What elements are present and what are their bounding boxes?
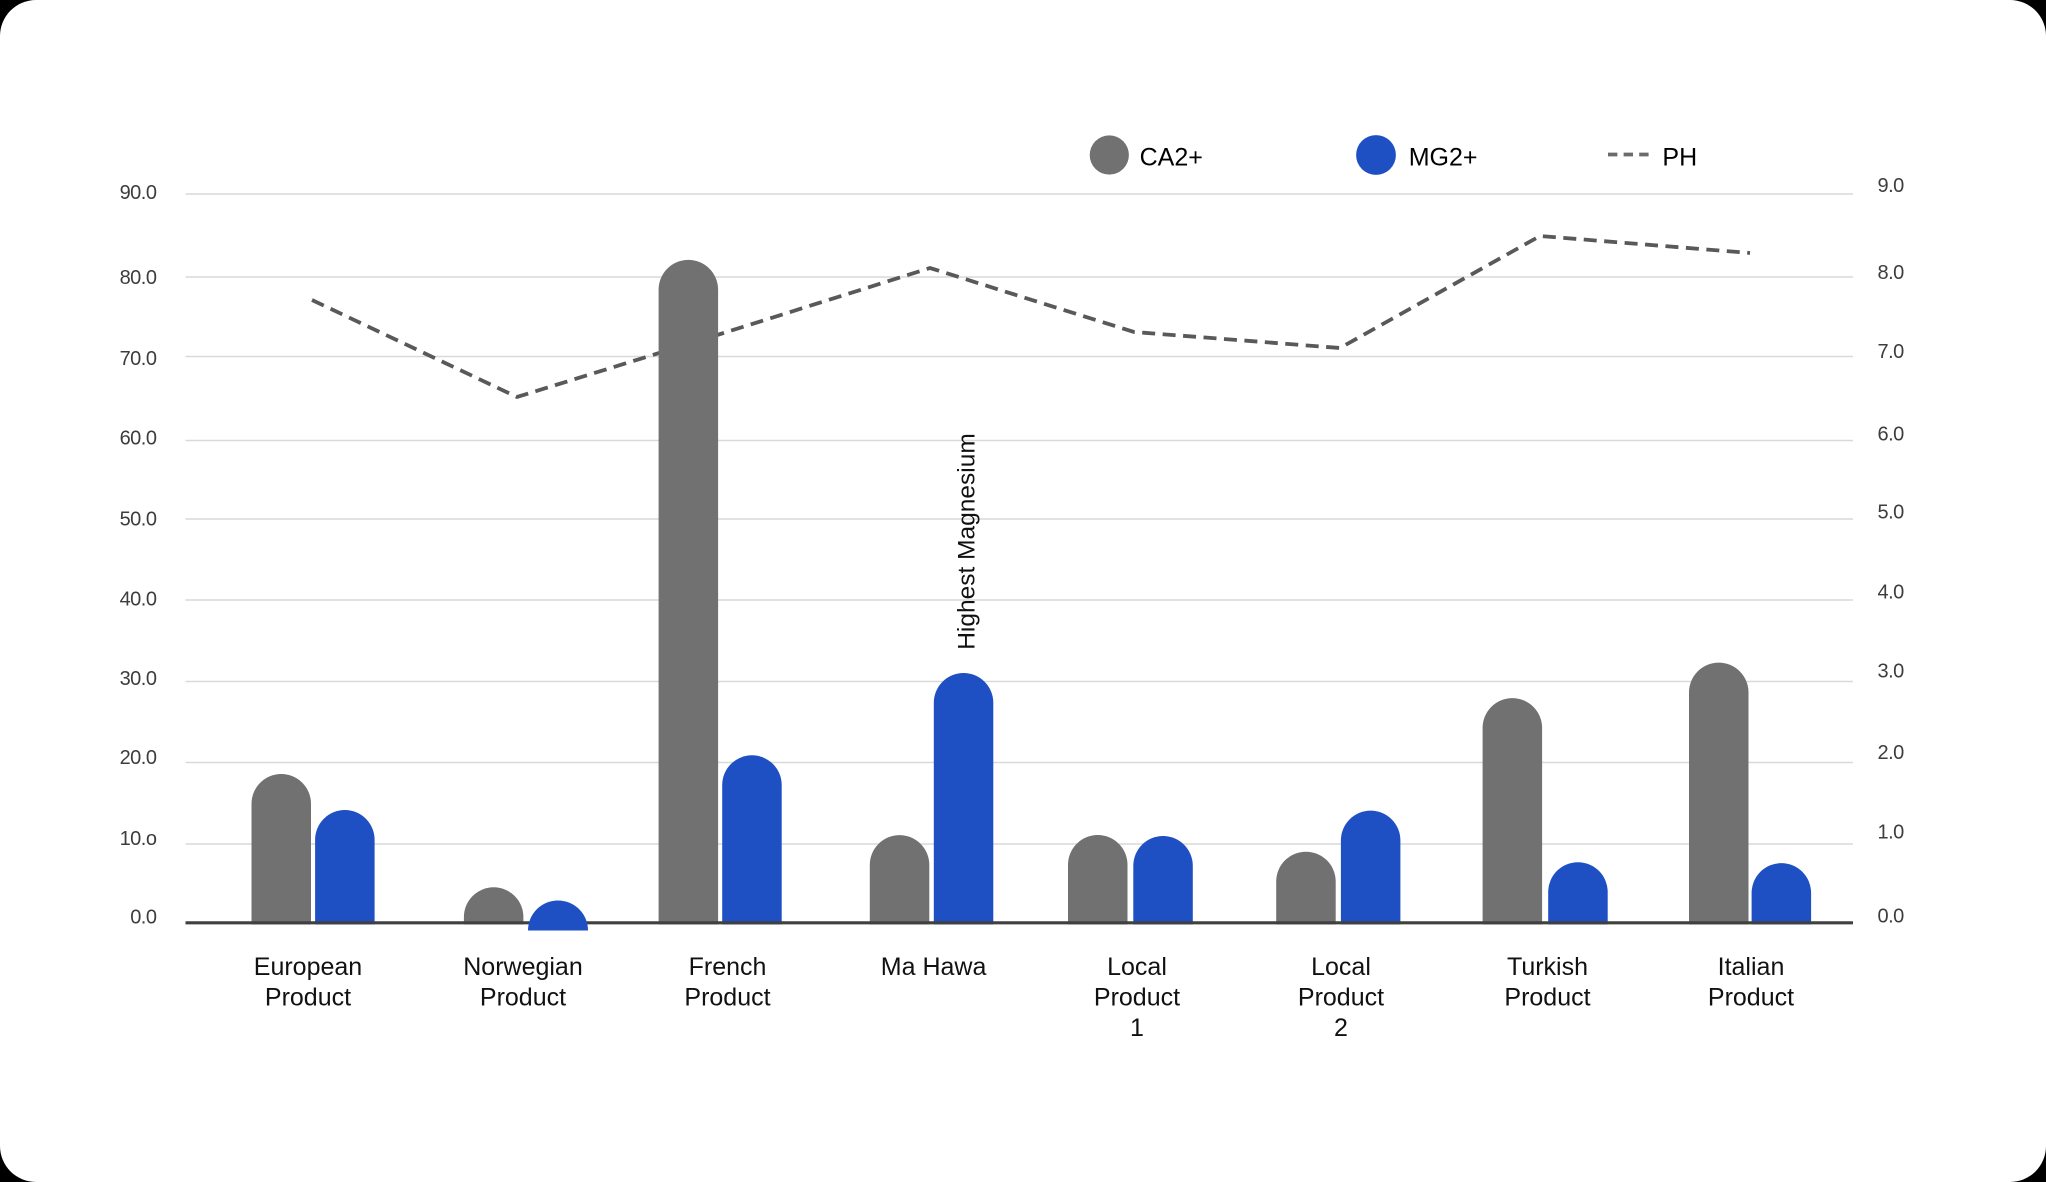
svg-text:Product: Product [1504, 984, 1590, 1012]
svg-text:CA2+: CA2+ [1140, 144, 1203, 172]
svg-text:European: European [254, 953, 362, 981]
svg-text:40.0: 40.0 [120, 588, 157, 610]
svg-text:Local: Local [1311, 953, 1371, 981]
svg-text:MG2+: MG2+ [1409, 144, 1478, 172]
svg-text:90.0: 90.0 [120, 182, 157, 204]
svg-text:Product: Product [480, 984, 566, 1012]
svg-text:Product: Product [265, 984, 351, 1012]
svg-text:0.0: 0.0 [130, 906, 157, 928]
svg-text:9.0: 9.0 [1878, 175, 1905, 197]
svg-text:8.0: 8.0 [1878, 262, 1905, 284]
svg-text:Local: Local [1107, 953, 1167, 981]
svg-text:5.0: 5.0 [1878, 502, 1905, 524]
svg-text:2.0: 2.0 [1878, 742, 1905, 764]
svg-text:Product: Product [1094, 984, 1180, 1012]
svg-text:30.0: 30.0 [120, 668, 157, 690]
svg-text:1.0: 1.0 [1878, 822, 1905, 844]
svg-text:Highest Magnesium: Highest Magnesium [954, 433, 981, 650]
svg-text:20.0: 20.0 [120, 747, 157, 769]
svg-text:80.0: 80.0 [120, 267, 157, 289]
svg-text:10.o: 10.o [120, 828, 157, 850]
svg-text:Product: Product [1298, 984, 1384, 1012]
svg-text:3.0: 3.0 [1878, 661, 1905, 683]
svg-text:2: 2 [1334, 1014, 1348, 1042]
svg-text:6.0: 6.0 [1878, 423, 1905, 445]
svg-text:0.0: 0.0 [1878, 905, 1905, 927]
svg-text:Norwegian: Norwegian [463, 953, 583, 981]
svg-text:Product: Product [684, 984, 770, 1012]
svg-text:Ma Hawa: Ma Hawa [881, 953, 987, 981]
svg-text:Turkish: Turkish [1507, 953, 1588, 981]
svg-text:Product: Product [1708, 984, 1794, 1012]
svg-text:60.0: 60.0 [120, 427, 157, 449]
svg-text:Italian: Italian [1718, 953, 1785, 981]
svg-text:70.0: 70.0 [120, 348, 157, 370]
svg-text:PH: PH [1662, 144, 1697, 172]
svg-text:4.0: 4.0 [1878, 581, 1905, 603]
svg-text:7.0: 7.0 [1878, 341, 1905, 363]
svg-text:50.0: 50.0 [120, 508, 157, 530]
svg-text:1: 1 [1130, 1014, 1144, 1042]
svg-text:French: French [689, 953, 767, 981]
